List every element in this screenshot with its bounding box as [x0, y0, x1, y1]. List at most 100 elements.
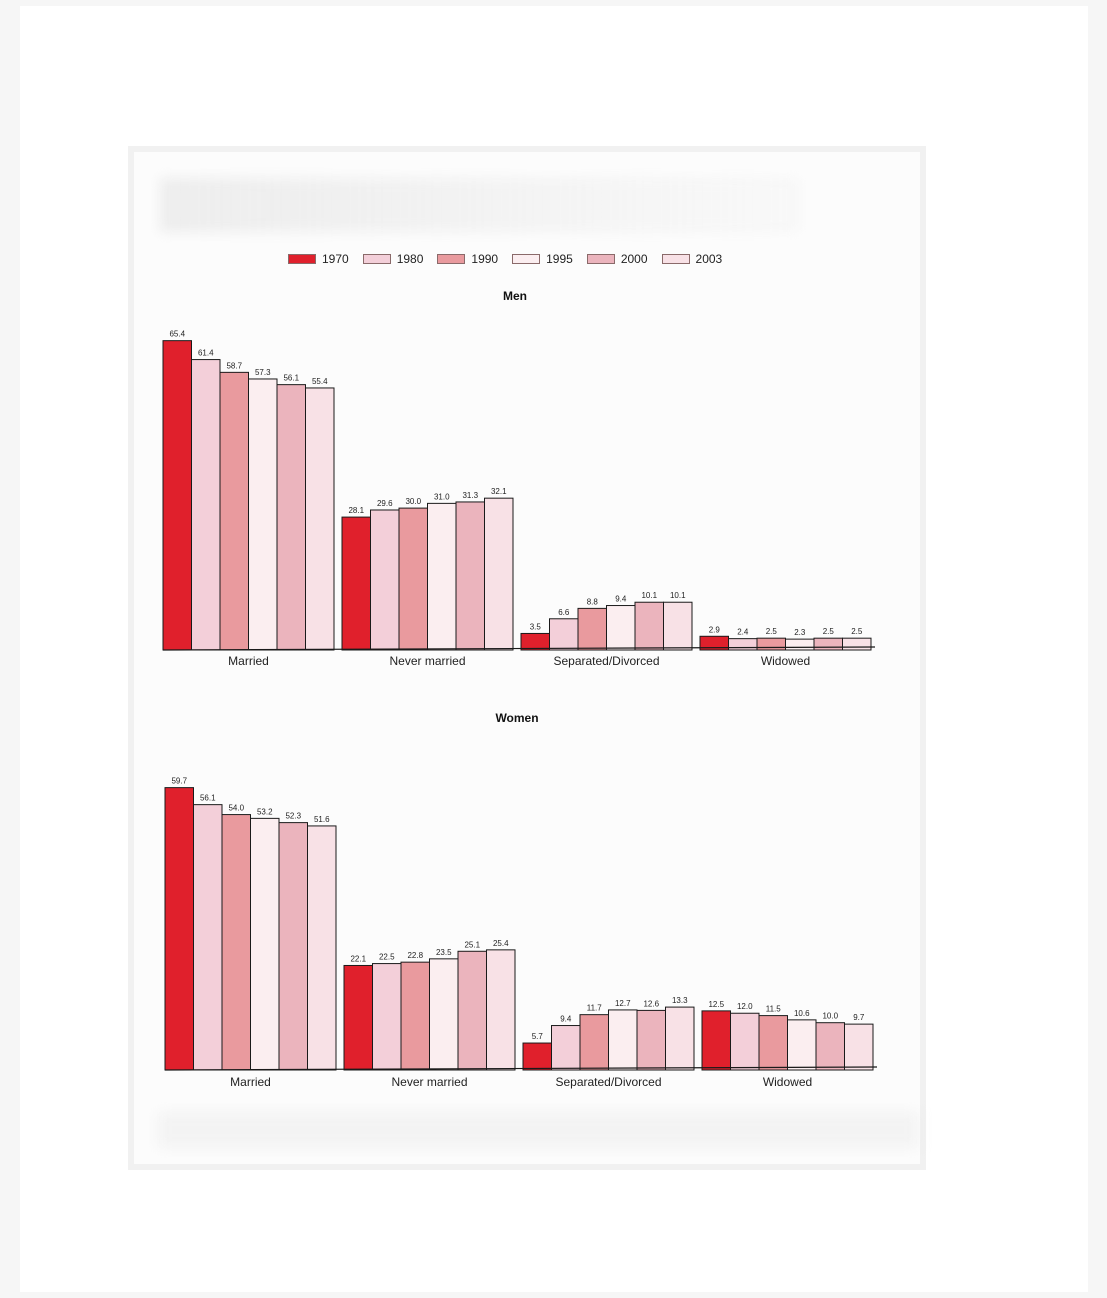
- legend-swatch-1980: [362, 254, 391, 264]
- value-label-men-married-2003: 55.4: [312, 377, 328, 386]
- legend-swatch-2000: [586, 254, 615, 264]
- bar-men-widowed-1995: [785, 638, 815, 651]
- value-label-women-never-married-2003: 25.4: [493, 939, 509, 948]
- value-label-men-married-1990: 58.7: [226, 361, 242, 370]
- legend-item-2003: 2003: [661, 250, 723, 268]
- value-label-women-widowed-1970: 12.5: [708, 1000, 724, 1009]
- bar-women-widowed-1980: [730, 1012, 760, 1071]
- bar-men-never-married-1995: [427, 502, 457, 651]
- legend-swatch-1990: [437, 254, 466, 264]
- legend-label-2003: 2003: [695, 252, 723, 266]
- value-label-women-never-married-2000: 25.1: [464, 940, 480, 949]
- value-label-men-widowed-2003: 2.5: [851, 627, 863, 636]
- bar-men-separated-divorced-2003: [663, 601, 693, 651]
- legend-item-2000: 2000: [586, 250, 648, 268]
- value-label-men-separated-divorced-1980: 6.6: [558, 608, 570, 617]
- value-label-men-separated-divorced-1970: 3.5: [530, 622, 542, 631]
- value-label-women-married-1990: 54.0: [228, 804, 244, 813]
- value-label-men-married-1970: 65.4: [169, 330, 185, 339]
- bar-women-married-1970: [164, 787, 194, 1071]
- bar-men-widowed-2003: [842, 637, 872, 651]
- value-label-women-widowed-1995: 10.6: [794, 1009, 810, 1018]
- bar-women-separated-divorced-1995: [608, 1009, 638, 1071]
- bar-women-married-1990: [221, 814, 251, 1071]
- value-label-men-never-married-2000: 31.3: [462, 491, 478, 500]
- bar-men-never-married-2000: [455, 501, 485, 651]
- legend-swatch-1995: [512, 254, 541, 264]
- bar-men-never-married-1980: [370, 509, 400, 651]
- bar-women-widowed-1995: [787, 1019, 817, 1071]
- bar-women-widowed-1970: [701, 1010, 731, 1071]
- value-label-men-separated-divorced-1990: 8.8: [587, 597, 599, 606]
- bar-men-married-2000: [276, 384, 306, 651]
- value-label-women-separated-divorced-2003: 13.3: [672, 996, 688, 1005]
- bar-men-separated-divorced-2000: [634, 601, 664, 651]
- value-label-women-married-2000: 52.3: [285, 812, 301, 821]
- bar-women-never-married-2000: [457, 950, 487, 1071]
- bar-women-never-married-1990: [400, 961, 430, 1071]
- bar-men-never-married-1990: [398, 507, 428, 651]
- value-label-men-never-married-1970: 28.1: [348, 506, 364, 515]
- value-label-men-widowed-2000: 2.5: [823, 627, 835, 636]
- value-label-women-never-married-1980: 22.5: [379, 953, 395, 962]
- legend-label-2000: 2000: [620, 252, 648, 266]
- legend-item-1995: 1995: [512, 250, 573, 268]
- bar-women-widowed-2003: [844, 1023, 874, 1071]
- legend-label-1980: 1980: [396, 252, 424, 266]
- category-label-men-separated-divorced: Separated/Divorced: [553, 654, 659, 668]
- bar-women-separated-divorced-2003: [665, 1006, 695, 1071]
- bar-women-separated-divorced-2000: [636, 1009, 666, 1071]
- value-label-women-married-1970: 59.7: [171, 777, 187, 786]
- value-label-women-separated-divorced-1990: 11.7: [587, 1004, 603, 1013]
- value-label-men-never-married-2003: 32.1: [491, 487, 507, 496]
- bar-men-widowed-1980: [728, 638, 758, 651]
- value-label-women-married-1995: 53.2: [257, 807, 273, 816]
- value-label-men-widowed-1990: 2.5: [766, 627, 778, 636]
- value-label-women-widowed-2003: 9.7: [853, 1013, 865, 1022]
- bar-women-married-2003: [307, 825, 337, 1071]
- value-label-men-separated-divorced-2003: 10.1: [670, 591, 686, 600]
- value-label-men-married-1995: 57.3: [255, 368, 271, 377]
- value-label-men-widowed-1995: 2.3: [794, 628, 806, 637]
- bar-women-never-married-1995: [429, 958, 459, 1071]
- value-label-women-never-married-1995: 23.5: [436, 948, 452, 957]
- value-label-women-separated-divorced-1980: 9.4: [560, 1015, 572, 1024]
- value-label-men-never-married-1995: 31.0: [434, 492, 450, 501]
- panel-title-women: Women: [495, 711, 538, 725]
- legend-swatch-1970: [288, 254, 316, 264]
- value-label-men-married-1980: 61.4: [198, 349, 214, 358]
- value-label-women-never-married-1990: 22.8: [407, 951, 423, 960]
- category-label-women-married: Married: [230, 1075, 271, 1089]
- value-label-men-separated-divorced-2000: 10.1: [641, 591, 657, 600]
- x-axis-men: [162, 646, 876, 651]
- bar-men-widowed-2000: [813, 637, 843, 651]
- chart-legend: 1970 1980 1990 1995 2000 2003: [288, 250, 736, 268]
- bar-women-married-1980: [193, 804, 223, 1071]
- value-label-women-separated-divorced-1995: 12.7: [615, 999, 631, 1008]
- value-label-women-widowed-1990: 11.5: [766, 1005, 782, 1014]
- legend-label-1990: 1990: [471, 252, 499, 266]
- bar-men-separated-divorced-1980: [549, 618, 579, 651]
- value-label-women-married-2003: 51.6: [314, 815, 330, 824]
- value-label-men-widowed-1970: 2.9: [709, 625, 721, 634]
- value-label-men-never-married-1980: 29.6: [377, 499, 393, 508]
- panel-title-men: Men: [503, 289, 527, 303]
- x-axis-women: [164, 1066, 878, 1071]
- legend-item-1970: 1970: [288, 250, 349, 268]
- legend-label-1995: 1995: [546, 252, 573, 266]
- legend-label-1970: 1970: [322, 252, 349, 266]
- value-label-men-married-2000: 56.1: [283, 374, 299, 383]
- bar-men-never-married-2003: [484, 497, 514, 651]
- category-label-women-separated-divorced: Separated/Divorced: [555, 1075, 661, 1089]
- bar-women-never-married-1970: [343, 964, 373, 1071]
- value-label-women-separated-divorced-1970: 5.7: [532, 1032, 544, 1041]
- category-label-women-widowed: Widowed: [763, 1075, 812, 1089]
- bar-women-married-1995: [250, 817, 280, 1071]
- bar-women-married-2000: [278, 822, 308, 1071]
- bar-men-separated-divorced-1995: [606, 605, 636, 651]
- bar-men-married-1980: [191, 359, 221, 651]
- legend-swatch-2003: [661, 254, 690, 264]
- bar-men-separated-divorced-1990: [577, 607, 607, 651]
- value-label-women-separated-divorced-2000: 12.6: [643, 999, 659, 1008]
- category-label-men-never-married: Never married: [389, 654, 465, 668]
